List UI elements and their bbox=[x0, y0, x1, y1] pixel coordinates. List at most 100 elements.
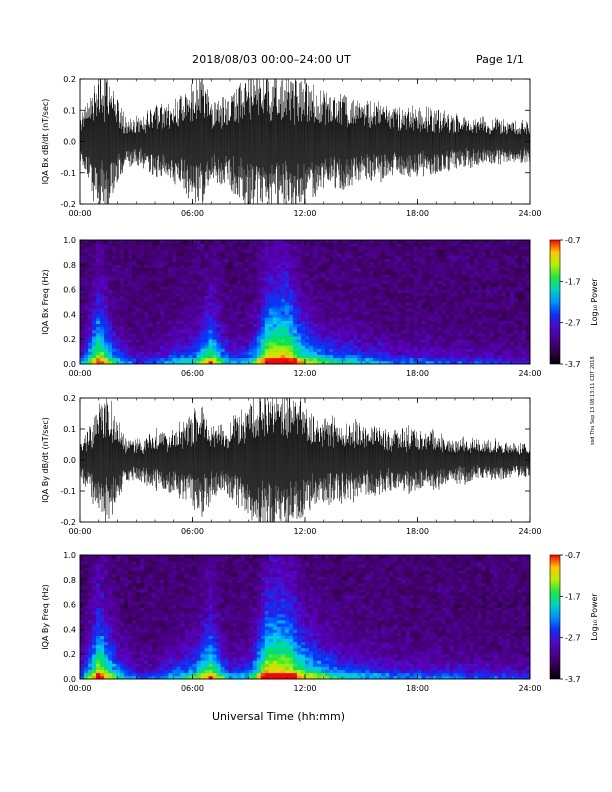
spectrogram-cell bbox=[276, 246, 282, 250]
spectrogram-cell bbox=[489, 280, 495, 284]
spectrogram-cell bbox=[212, 323, 217, 328]
spectrogram-cell bbox=[513, 308, 519, 312]
spectrogram-cell bbox=[112, 317, 117, 321]
spectrogram-cell bbox=[120, 326, 125, 331]
spectrogram-cell bbox=[172, 292, 177, 297]
spectrogram-cell bbox=[264, 314, 270, 318]
spectrogram-cell bbox=[473, 320, 479, 324]
spectrogram-cell bbox=[188, 280, 193, 284]
spectrogram-cell bbox=[409, 261, 414, 266]
spectrogram-cell bbox=[164, 274, 169, 278]
spectrogram-cell bbox=[453, 289, 458, 293]
spectrogram-cell bbox=[180, 289, 185, 293]
spectrogram-cell bbox=[433, 329, 438, 334]
spectrogram-cell bbox=[96, 302, 101, 306]
spectrogram-cell bbox=[80, 638, 85, 643]
spectrogram-cell bbox=[485, 333, 491, 337]
spectrogram-cell bbox=[397, 348, 402, 352]
spectrogram-cell bbox=[192, 345, 197, 349]
spectrogram-cell bbox=[373, 317, 378, 321]
spectrogram-cell bbox=[445, 336, 450, 340]
spectrogram-cell bbox=[236, 311, 242, 315]
spectrogram-cell bbox=[92, 635, 97, 639]
spectrogram-cell bbox=[317, 295, 322, 300]
spectrogram-cell bbox=[505, 326, 511, 331]
spectrogram-cell bbox=[513, 252, 519, 256]
spectrogram-cell bbox=[401, 292, 406, 297]
spectrogram-cell bbox=[333, 342, 338, 346]
spectrogram-cell bbox=[453, 351, 458, 355]
spectrogram-cell bbox=[292, 302, 298, 306]
spectrogram-cell bbox=[144, 333, 149, 337]
spectrogram-cell bbox=[373, 329, 378, 334]
spectrogram-cell bbox=[244, 271, 250, 275]
spectrogram-cell bbox=[240, 283, 246, 287]
spectrogram-cell bbox=[240, 317, 246, 321]
spectrogram-cell bbox=[88, 607, 93, 612]
spectrogram-cell bbox=[236, 267, 242, 272]
spectrogram-cell bbox=[204, 323, 209, 328]
spectrogram-cell bbox=[148, 333, 153, 337]
spectrogram-cell bbox=[300, 336, 306, 340]
spectrogram-cell bbox=[252, 333, 258, 337]
spectrogram-cell bbox=[353, 249, 358, 253]
spectrogram-cell bbox=[457, 333, 462, 337]
spectrogram-cell bbox=[148, 357, 153, 362]
spectrogram-cell bbox=[485, 308, 491, 312]
spectrogram-cell bbox=[373, 295, 378, 300]
spectrogram-cell bbox=[228, 258, 233, 262]
spectrogram-cell bbox=[477, 333, 483, 337]
spectrogram-cell bbox=[240, 333, 246, 337]
spectrogram-cell bbox=[164, 314, 169, 318]
spectrogram-cell bbox=[485, 286, 491, 290]
spectrogram-cell bbox=[389, 249, 394, 253]
spectrogram-cell bbox=[425, 255, 430, 259]
spectrogram-cell bbox=[313, 302, 318, 306]
spectrogram-cell bbox=[100, 326, 105, 331]
spectrogram-cell bbox=[148, 314, 153, 318]
spectrogram-cell bbox=[449, 258, 454, 262]
spectrogram-cell bbox=[164, 354, 169, 359]
spectrogram-cell bbox=[148, 249, 153, 253]
spectrogram-cell bbox=[413, 289, 418, 293]
spectrogram-cell bbox=[413, 348, 418, 352]
spectrogram-cell bbox=[100, 635, 105, 639]
spectrogram-cell bbox=[292, 271, 298, 275]
spectrogram-cell bbox=[120, 302, 125, 306]
spectrogram-cell bbox=[349, 302, 354, 306]
spectrogram-cell bbox=[256, 261, 262, 266]
spectrogram-cell bbox=[333, 286, 338, 290]
spectrogram-cell bbox=[321, 264, 326, 269]
spectrogram-cell bbox=[357, 351, 362, 355]
spectrogram-cell bbox=[373, 264, 378, 269]
spectrogram-cell bbox=[473, 255, 479, 259]
spectrogram-cell bbox=[425, 323, 430, 328]
spectrogram-cell bbox=[377, 277, 382, 281]
spectrogram-cell bbox=[140, 280, 145, 284]
spectrogram-cell bbox=[505, 277, 511, 281]
spectrogram-cell bbox=[172, 336, 177, 340]
spectrogram-cell bbox=[425, 280, 430, 284]
spectrogram-cell bbox=[417, 240, 422, 244]
spectrogram-cell bbox=[433, 311, 438, 315]
spectrogram-cell bbox=[325, 333, 330, 337]
spectrogram-cell bbox=[176, 360, 181, 365]
spectrogram-cell bbox=[393, 264, 398, 269]
spectrogram-cell bbox=[188, 360, 193, 365]
spectrogram-cell bbox=[337, 243, 342, 247]
spectrogram-cell bbox=[413, 326, 418, 331]
spectrogram-cell bbox=[513, 267, 519, 272]
spectrogram-cell bbox=[485, 305, 491, 309]
spectrogram-cell bbox=[473, 277, 479, 281]
spectrogram-cell bbox=[397, 243, 402, 247]
spectrogram-cell bbox=[168, 261, 173, 266]
spectrogram-cell bbox=[421, 339, 426, 343]
spectrogram-cell bbox=[517, 283, 523, 287]
spectrogram-cell bbox=[268, 289, 274, 293]
spectrogram-cell bbox=[128, 339, 133, 343]
spectrogram-cell bbox=[505, 283, 511, 287]
spectrogram-cell bbox=[108, 308, 113, 312]
spectrogram-cell bbox=[513, 264, 519, 269]
spectrogram-cell bbox=[421, 357, 426, 362]
spectrogram-cell bbox=[264, 342, 270, 346]
